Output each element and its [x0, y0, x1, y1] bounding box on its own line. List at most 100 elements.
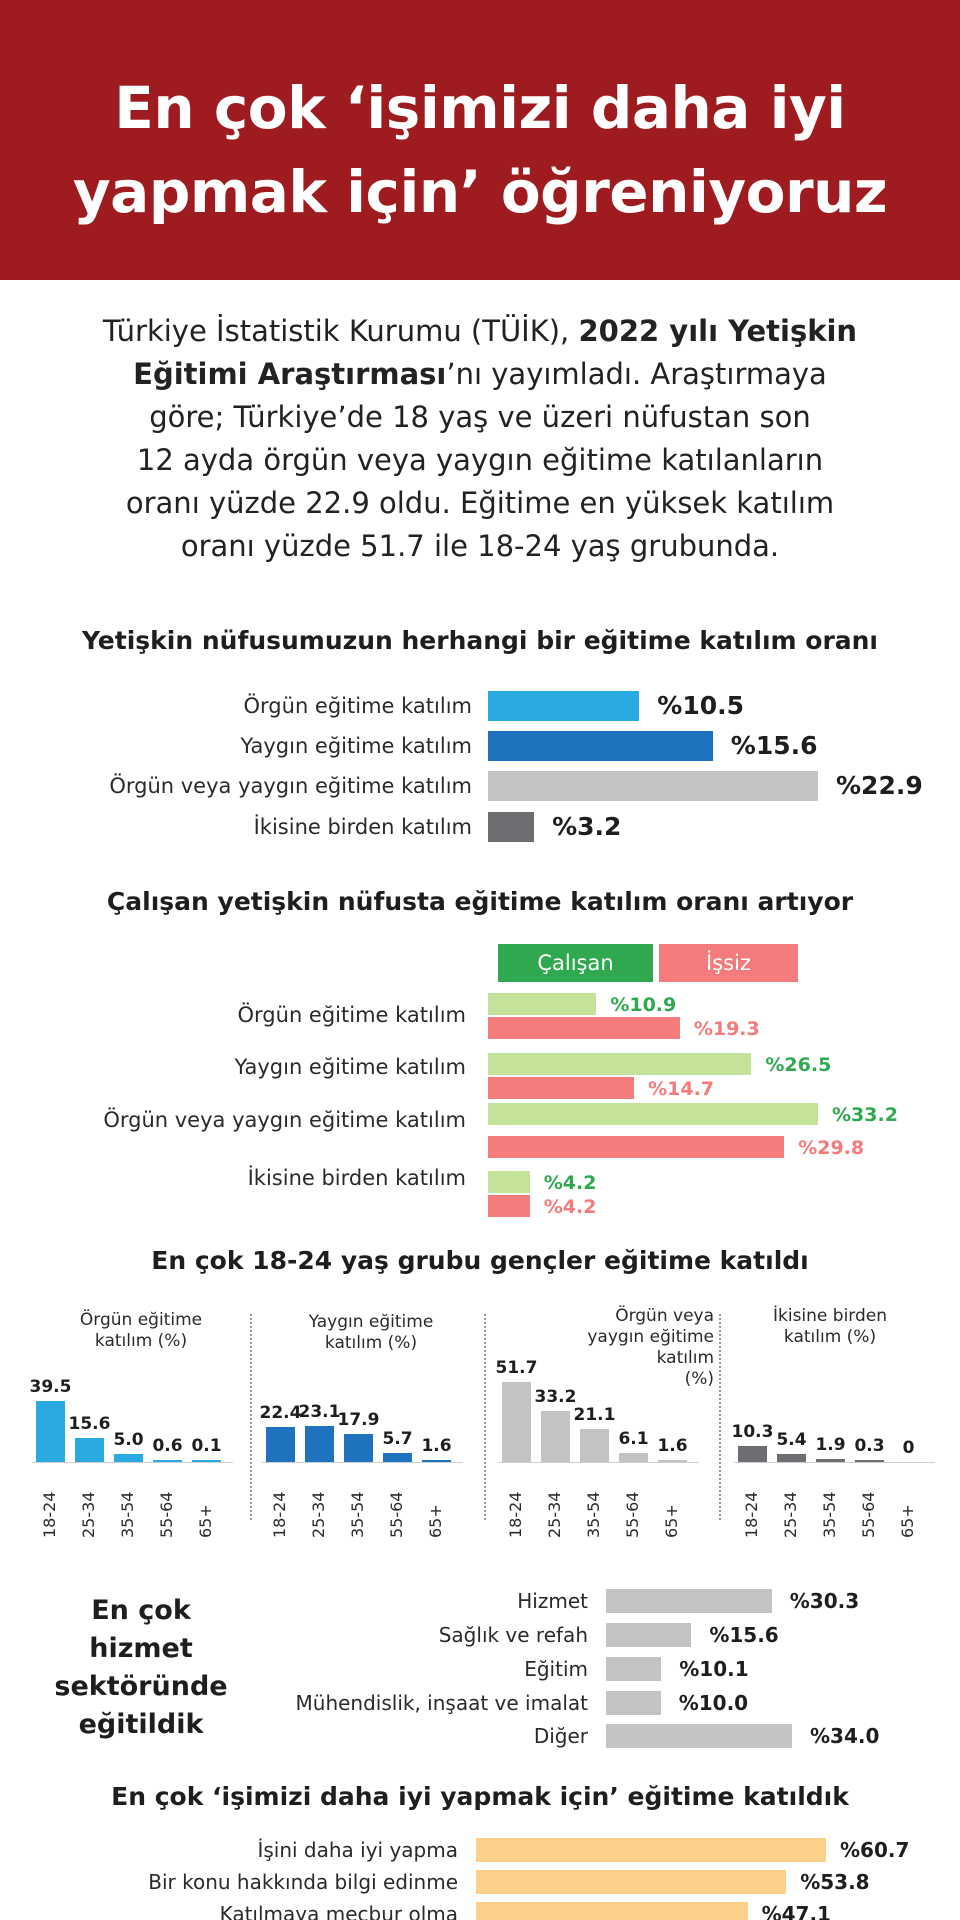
reason-category-label: Bir konu hakkında bilgi edinme: [148, 1870, 458, 1894]
age-panel-title: Örgün eğitime katılım (%): [36, 1310, 246, 1352]
age-bar: [36, 1400, 65, 1462]
intro-line-1b: 2022 yılı Yetişkin: [578, 314, 858, 348]
sector-bar: [606, 1657, 662, 1681]
participation-chart-title: Yetişkin nüfusumuzun herhangi bir eğitim…: [81, 626, 879, 655]
age-value-label: 1.6: [657, 1435, 688, 1456]
age-bar: [580, 1429, 609, 1462]
panel-divider-1: [250, 1314, 252, 1520]
issiz-bar: [488, 1195, 530, 1217]
sector-title-line-1: En çok: [91, 1595, 191, 1626]
age-tick-label: 25-34: [309, 1491, 328, 1539]
sector-category-label: Sağlık ve refah: [438, 1623, 588, 1647]
issiz-bar: [488, 1017, 680, 1039]
calisan-value-label: %10.9: [610, 994, 677, 1016]
age-panel-title-line: yaygın eğitime: [587, 1327, 714, 1347]
age-value-label: 0.1: [191, 1436, 222, 1456]
age-bar: [266, 1427, 295, 1462]
sector-value-label: %15.6: [709, 1623, 779, 1647]
calisan-bar: [488, 1103, 818, 1125]
age-value-label: 1.9: [815, 1435, 846, 1456]
header-banner: En çok ‘işimizi daha iyi yapmak için’ öğ…: [0, 0, 960, 280]
age-value-label: 15.6: [68, 1413, 111, 1434]
age-chart-title: En çok 18-24 yaş grubu gençler eğitime k…: [151, 1246, 809, 1275]
intro-line-6: oranı yüzde 51.7 ile 18-24 yaş grubunda.: [180, 529, 780, 563]
age-tick-label: 65+: [196, 1504, 215, 1538]
sector-category-label: Diğer: [533, 1724, 588, 1748]
participation-value-label: %10.5: [657, 691, 745, 720]
age-panel-title-line: (%): [684, 1369, 714, 1389]
employment-category-label: İkisine birden katılım: [247, 1166, 466, 1190]
age-panel-baseline: [734, 1462, 935, 1463]
calisan-value-label: %26.5: [765, 1054, 832, 1076]
intro-line-2a: Eğitimi Araştırması: [133, 357, 447, 391]
age-tick-label: 55-64: [387, 1491, 406, 1539]
sector-title-line-3: sektöründe: [54, 1671, 228, 1702]
age-tick-label: 65+: [662, 1504, 681, 1538]
reason-value-label: %47.1: [761, 1902, 831, 1920]
page-title-line-2: yapmak için’ öğreniyoruz: [72, 158, 888, 226]
legend-calisan: Çalışan: [498, 944, 653, 982]
issiz-value-label: %19.3: [693, 1018, 760, 1040]
age-value-label: 1.6: [421, 1435, 452, 1456]
age-bar: [816, 1459, 845, 1462]
age-tick-label: 18-24: [506, 1491, 525, 1539]
age-bar: [658, 1459, 687, 1462]
calisan-bar: [488, 1171, 530, 1193]
sector-value-label: %30.3: [789, 1589, 860, 1613]
age-panel-title-line: Örgün eğitime: [79, 1310, 203, 1330]
age-panel-baseline: [498, 1462, 699, 1463]
age-panel-title-line: katılım (%): [783, 1327, 877, 1347]
employment-category-label: Örgün veya yaygın eğitime katılım: [103, 1108, 466, 1132]
age-value-label: 51.7: [495, 1358, 538, 1378]
employment-category-label: Yaygın eğitime katılım: [234, 1055, 466, 1079]
page-title: En çok ‘işimizi daha iyi yapmak için’ öğ…: [0, 66, 960, 234]
sector-category-label: Hizmet: [517, 1589, 588, 1613]
age-bar: [192, 1460, 221, 1462]
reason-value-label: %53.8: [800, 1870, 870, 1894]
sector-title-line-2: hizmet: [89, 1633, 193, 1664]
participation-bar: [488, 771, 818, 801]
age-bar: [777, 1453, 806, 1462]
age-tick-label: 25-34: [79, 1491, 98, 1539]
age-panel-title-line: katılım (%): [94, 1331, 188, 1351]
intro-paragraph: Türkiye İstatistik Kurumu (TÜİK), 2022 y…: [40, 310, 920, 568]
age-panel-title-line: katılım (%): [324, 1333, 418, 1353]
age-bar: [383, 1453, 412, 1462]
age-panel-title: İkisine birden katılım (%): [730, 1306, 930, 1348]
sector-category-label: Mühendislik, inşaat ve imalat: [295, 1691, 588, 1715]
age-bar: [75, 1437, 104, 1462]
age-value-label: 17.9: [337, 1410, 380, 1431]
reason-category-label: Katılmaya mecbur olma: [219, 1902, 458, 1920]
sector-chart-title: En çok hizmet sektöründe eğitildik: [36, 1592, 246, 1744]
age-value-label: 22.4: [259, 1403, 302, 1424]
panel-divider-3: [719, 1314, 721, 1520]
issiz-bar: [488, 1077, 635, 1099]
age-value-label: 6.1: [618, 1428, 649, 1449]
age-value-label: 0.3: [854, 1436, 885, 1456]
age-value-label: 0.6: [152, 1436, 183, 1456]
sector-value-label: %34.0: [810, 1724, 880, 1748]
sector-category-label: Eğitim: [524, 1657, 588, 1681]
issiz-value-label: %14.7: [648, 1078, 715, 1100]
intro-line-3: göre; Türkiye’de 18 yaş ve üzeri nüfusta…: [149, 400, 811, 434]
age-tick-label: 25-34: [545, 1491, 564, 1539]
age-tick-label: 65+: [426, 1504, 445, 1538]
sector-bar: [606, 1691, 661, 1715]
participation-value-label: %3.2: [552, 812, 622, 841]
age-value-label: 33.2: [534, 1386, 577, 1407]
intro-line-2b: ’nı yayımladı. Araştırmaya: [446, 357, 827, 391]
participation-category-label: İkisine birden katılım: [253, 815, 472, 839]
age-value-label: 21.1: [573, 1405, 616, 1426]
sector-bar: [606, 1589, 772, 1613]
participation-category-label: Örgün eğitime katılım: [243, 694, 472, 718]
age-bar: [855, 1460, 884, 1462]
sector-bar: [606, 1724, 792, 1748]
reason-bar: [476, 1870, 787, 1894]
issiz-value-label: %4.2: [543, 1196, 597, 1218]
age-panel-title-line: Örgün veya: [615, 1306, 714, 1326]
age-tick-label: 55-64: [157, 1491, 176, 1539]
age-tick-label: 35-54: [118, 1491, 137, 1539]
age-tick-label: 55-64: [859, 1491, 878, 1539]
participation-category-label: Yaygın eğitime katılım: [240, 734, 472, 758]
calisan-value-label: %4.2: [543, 1172, 597, 1194]
